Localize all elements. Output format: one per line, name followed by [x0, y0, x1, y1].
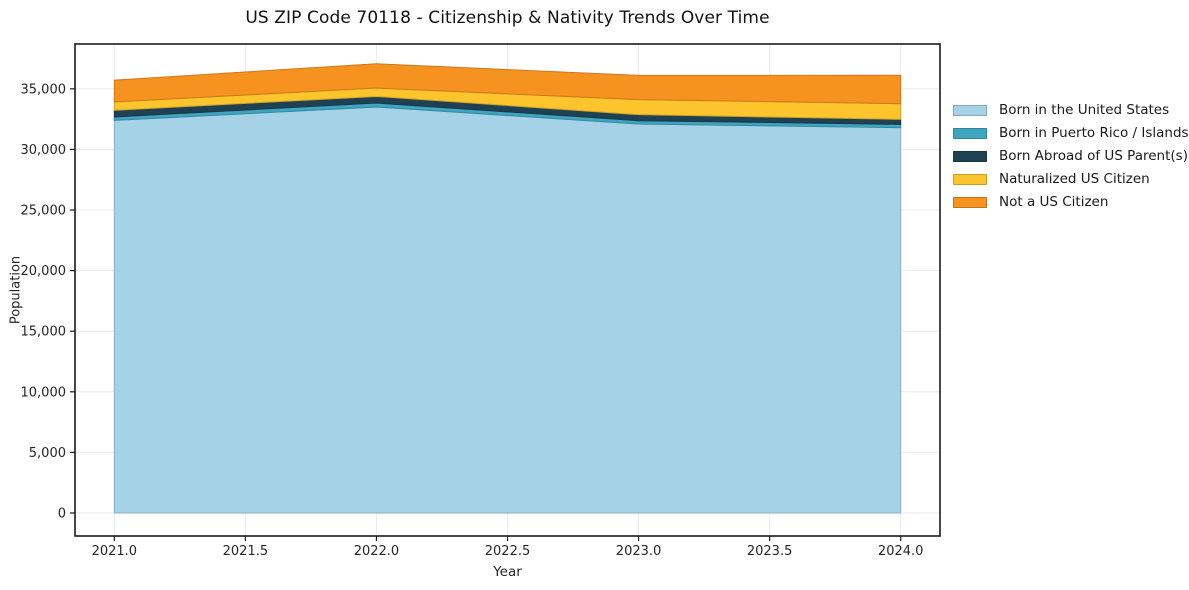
- legend-swatch-naturalized: [953, 173, 987, 185]
- chart-title: US ZIP Code 70118 - Citizenship & Nativi…: [245, 8, 770, 28]
- legend-label: Born Abroad of US Parent(s): [999, 148, 1188, 164]
- svg-text:2023.0: 2023.0: [616, 544, 662, 559]
- axis-ticks: [70, 88, 902, 541]
- svg-text:2023.5: 2023.5: [747, 544, 793, 559]
- y-axis-label: Population: [8, 255, 24, 325]
- svg-text:15,000: 15,000: [21, 325, 67, 340]
- x-axis-label: Year: [493, 564, 522, 580]
- svg-text:2021.5: 2021.5: [223, 544, 269, 559]
- svg-text:10,000: 10,000: [21, 385, 67, 400]
- svg-text:2024.0: 2024.0: [878, 544, 924, 559]
- legend-item-naturalized: Naturalized US Citizen: [953, 169, 1189, 189]
- legend-label: Born in Puerto Rico / Islands: [999, 125, 1189, 141]
- legend-label: Born in the United States: [999, 102, 1170, 118]
- legend-swatch-born-abroad: [953, 150, 987, 162]
- area-series-0: [113, 106, 902, 514]
- svg-text:30,000: 30,000: [21, 143, 67, 158]
- x-tick-labels: 2021.0 2021.5 2022.0 2022.5 2023.0 2023.5 2024…: [92, 544, 924, 559]
- area-series-4: [113, 63, 902, 105]
- legend-swatch-born-us: [953, 104, 987, 116]
- legend-item-born-us: Born in the United States: [953, 100, 1189, 120]
- legend-label: Naturalized US Citizen: [999, 171, 1150, 187]
- legend-item-not-citizen: Not a US Citizen: [953, 192, 1189, 212]
- legend-label: Not a US Citizen: [999, 194, 1109, 210]
- legend-item-born-pr: Born in Puerto Rico / Islands: [953, 123, 1189, 143]
- y-tick-labels: 0 5,000 10,000 15,000 20,000 25,000 30,000 35,0…: [21, 82, 67, 521]
- svg-text:35,000: 35,000: [21, 82, 67, 97]
- svg-text:2021.0: 2021.0: [92, 544, 138, 559]
- legend: Born in the United States Born in Puerto…: [953, 100, 1189, 212]
- legend-item-born-abroad: Born Abroad of US Parent(s): [953, 146, 1189, 166]
- svg-text:2022.5: 2022.5: [485, 544, 531, 559]
- svg-text:5,000: 5,000: [29, 446, 66, 461]
- svg-text:2022.0: 2022.0: [354, 544, 400, 559]
- svg-text:25,000: 25,000: [21, 204, 67, 219]
- svg-text:0: 0: [58, 506, 66, 521]
- legend-swatch-born-pr: [953, 127, 987, 139]
- svg-text:20,000: 20,000: [21, 264, 67, 279]
- legend-swatch-not-citizen: [953, 196, 987, 208]
